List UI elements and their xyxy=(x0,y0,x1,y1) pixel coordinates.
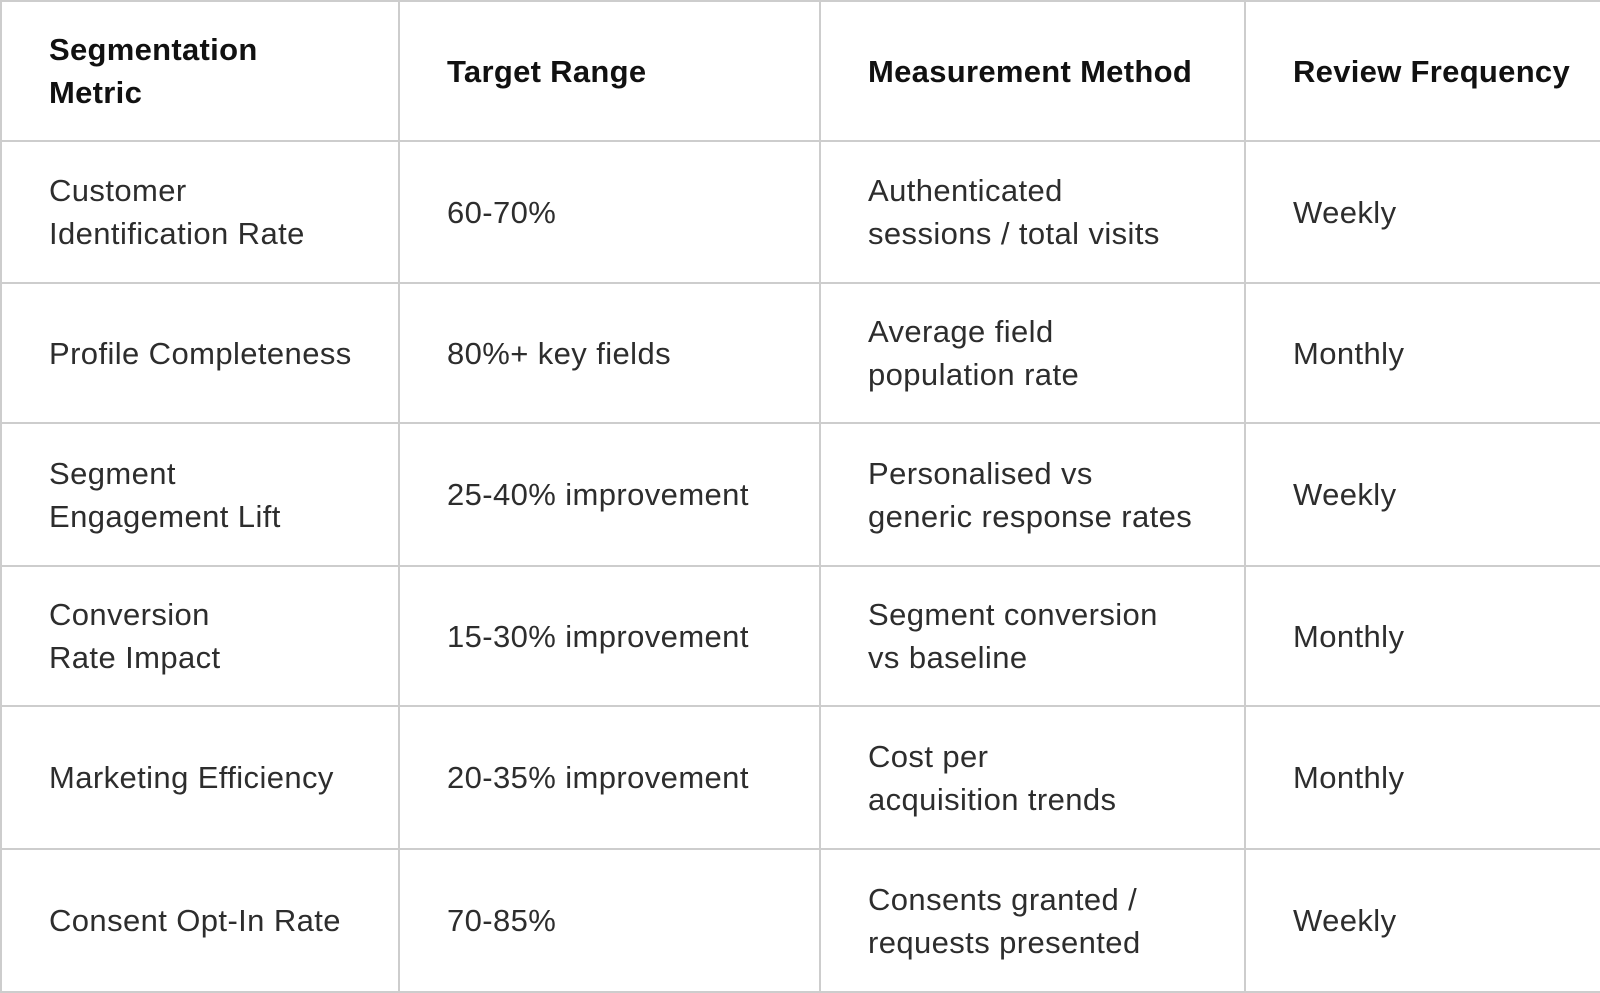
header-cell-measurement-method: Measurement Method xyxy=(819,0,1246,142)
cell-measurement-method: Authenticated sessions / total visits xyxy=(819,140,1246,284)
cell-metric: Marketing Efficiency xyxy=(0,705,400,850)
table-row: Profile Completeness 80%+ key fields Ave… xyxy=(0,282,1600,424)
cell-target-range: 60-70% xyxy=(398,140,821,284)
cell-metric: Conversion Rate Impact xyxy=(0,565,400,707)
table-row: Consent Opt-In Rate 70-85% Consents gran… xyxy=(0,848,1600,993)
cell-metric: Profile Completeness xyxy=(0,282,400,424)
cell-review-frequency: Monthly xyxy=(1244,705,1600,850)
cell-measurement-method: Cost per acquisition trends xyxy=(819,705,1246,850)
cell-target-range: 15-30% improvement xyxy=(398,565,821,707)
cell-metric: Customer Identification Rate xyxy=(0,140,400,284)
cell-target-range: 70-85% xyxy=(398,848,821,993)
table-row: Conversion Rate Impact 15-30% improvemen… xyxy=(0,565,1600,707)
cell-measurement-method: Personalised vs generic response rates xyxy=(819,422,1246,567)
cell-review-frequency: Monthly xyxy=(1244,282,1600,424)
header-row: Segmentation Metric Target Range Measure… xyxy=(0,0,1600,142)
cell-target-range: 20-35% improvement xyxy=(398,705,821,850)
cell-target-range: 25-40% improvement xyxy=(398,422,821,567)
header-cell-review-frequency: Review Frequency xyxy=(1244,0,1600,142)
cell-review-frequency: Weekly xyxy=(1244,422,1600,567)
table-row: Marketing Efficiency 20-35% improvement … xyxy=(0,705,1600,850)
table-row: Customer Identification Rate 60-70% Auth… xyxy=(0,140,1600,284)
cell-review-frequency: Weekly xyxy=(1244,140,1600,284)
cell-target-range: 80%+ key fields xyxy=(398,282,821,424)
header-cell-segmentation-metric: Segmentation Metric xyxy=(0,0,400,142)
cell-measurement-method: Consents granted / requests presented xyxy=(819,848,1246,993)
cell-measurement-method: Average field population rate xyxy=(819,282,1246,424)
cell-metric: Consent Opt-In Rate xyxy=(0,848,400,993)
cell-review-frequency: Monthly xyxy=(1244,565,1600,707)
cell-metric: Segment Engagement Lift xyxy=(0,422,400,567)
header-cell-target-range: Target Range xyxy=(398,0,821,142)
cell-measurement-method: Segment conversion vs baseline xyxy=(819,565,1246,707)
table-row: Segment Engagement Lift 25-40% improveme… xyxy=(0,422,1600,567)
cell-review-frequency: Weekly xyxy=(1244,848,1600,993)
